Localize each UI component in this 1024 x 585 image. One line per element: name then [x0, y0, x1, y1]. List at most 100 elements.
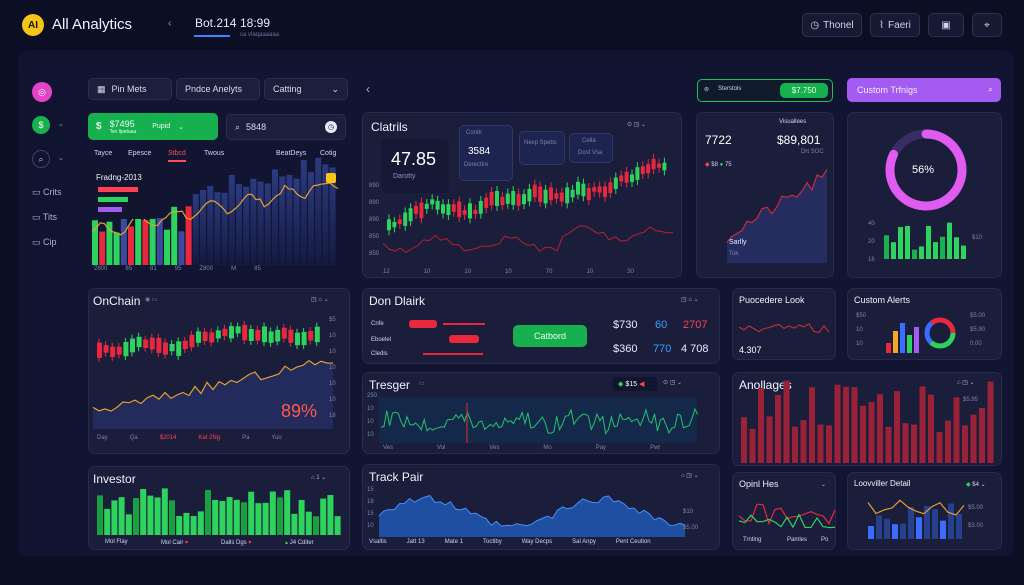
tab-stbcd[interactable]: Stbcd [168, 150, 186, 162]
row-slider-thumb[interactable] [449, 335, 479, 343]
tab-beatdeys[interactable]: BeatDeys [276, 150, 307, 157]
anollages-bar [851, 387, 858, 463]
anollages-bar [962, 425, 968, 463]
donut-value: 56% [912, 164, 935, 176]
chevron-down-icon[interactable]: ⌄ [58, 155, 64, 162]
value-search[interactable]: ⌕ 5848 ◷ [226, 114, 346, 140]
donut-bar [961, 245, 966, 259]
chevron-down-icon[interactable]: ⌄ [821, 482, 827, 488]
investor-label: J4 Cditer [289, 540, 314, 546]
candle [657, 163, 661, 168]
breadcrumb-bot[interactable]: Bot.214 [195, 16, 237, 30]
anollages-bar [936, 431, 943, 463]
search-icon[interactable]: ⌕ [32, 150, 50, 168]
donut-bar [912, 249, 917, 259]
alerts-left-axis: $50 10 10 [856, 313, 866, 347]
tab-twous[interactable]: Twous [204, 150, 225, 157]
clock-icon: ◷ [325, 121, 337, 133]
faeri-button[interactable]: ⌇ Faeri [870, 13, 920, 37]
lookville-bar [956, 514, 962, 539]
mini-card: Conib 3584 Derectire [459, 125, 513, 181]
cip-icon: ▭ [32, 237, 44, 247]
bag-button[interactable]: ▣ [928, 13, 964, 37]
panel-controls[interactable]: ⌂ ◳ ⌄ [681, 473, 699, 479]
candle [441, 204, 445, 214]
dollar-icon[interactable]: $ [32, 116, 50, 134]
vis-sub: Drt SOC [801, 149, 824, 155]
crits-icon: ▭ [32, 187, 44, 197]
candle [451, 204, 456, 212]
lookville-bar [884, 518, 890, 539]
vis-sub2: Tok [729, 251, 739, 257]
y-tick: 15 [367, 487, 374, 493]
vis-delta: ◆ $8 ● 75 [705, 162, 732, 168]
onchain-candle [262, 326, 267, 343]
candle [603, 186, 607, 197]
back-icon[interactable]: ‹ [168, 18, 172, 29]
investor-bar [313, 516, 319, 535]
nav-item-tits[interactable]: ▭ Tits [32, 212, 57, 223]
anollages-bar [783, 380, 790, 463]
panel-controls[interactable]: ◳ ⌂ ⌄ [311, 297, 329, 303]
onchain-candle [288, 329, 294, 343]
x-tick: Mate 1 [444, 539, 464, 545]
investor-bar [269, 491, 276, 535]
trackpair-right-axis: $10 $5.00 [683, 509, 698, 531]
x-tick: Jatt 13 [406, 539, 425, 545]
panel-title: Tresger [369, 378, 410, 392]
tab-tayce[interactable]: Tayce [94, 150, 113, 157]
nav-item-crits[interactable]: ▭ Crits [32, 187, 62, 198]
y-tick: $5 [329, 317, 336, 323]
onchain-candle [136, 336, 142, 348]
chart-icon: ⌇ [879, 19, 885, 31]
onchain-candle [268, 331, 274, 343]
nav-item-cip[interactable]: ▭ Cip [32, 237, 57, 248]
panel-controls[interactable]: ⌂ 1 ⌄ [311, 475, 327, 481]
panel-title: Clatrils [371, 120, 408, 134]
tab-cotig[interactable]: Cotig [320, 150, 337, 157]
home-icon[interactable]: ◎ [32, 82, 52, 102]
balance-widget[interactable]: $ $7495 Tex lipetuaa Pupid ⌄ [88, 113, 218, 140]
investor-bar [305, 511, 312, 535]
pndce-dropdown[interactable]: Pndce Anelyts [176, 78, 260, 100]
dash-panel: Don Dlairk ◳ ⌂ ⌄ Cnfe Eboelel Cledis Cat… [362, 288, 720, 364]
breadcrumb-time[interactable]: 18:99 [240, 16, 271, 30]
mini-title: Nexp Spebs [524, 140, 557, 146]
x-tick: 81 [150, 266, 157, 272]
tab-epesce[interactable]: Epesce [128, 150, 152, 157]
custom-search-input[interactable]: Custom Trfnigs ⌕ [847, 78, 1001, 102]
investor-bar [298, 500, 305, 535]
pin-button[interactable]: ⌖ [972, 13, 1002, 37]
area-chart [726, 169, 828, 263]
trading-bar [322, 164, 329, 265]
panel-controls[interactable]: ⊙ ◳ ⌄ [663, 380, 683, 386]
y-tick: 10 [329, 333, 336, 339]
anollages-bar [826, 425, 832, 463]
catbord-button[interactable]: Catbord [513, 325, 587, 347]
onchain-candle [275, 329, 281, 342]
panel-controls[interactable]: ⌂ ◳ ⌄ [957, 380, 975, 386]
status-widget[interactable]: ⊚ Sterstols $7.750 [697, 79, 833, 102]
candle [387, 219, 391, 231]
row-slider-thumb[interactable] [409, 320, 437, 328]
alert-bar [893, 331, 898, 353]
bag-icon: ▣ [941, 19, 951, 31]
balance-action: Pupid [152, 123, 171, 130]
x-tick: 85 [254, 266, 261, 272]
chevron-down-icon[interactable]: ⌄ [58, 121, 64, 128]
anollages-bar [766, 416, 773, 463]
trading-bar [286, 174, 293, 265]
catting-dropdown[interactable]: Catting ⌄ [264, 78, 348, 100]
pin-mets-dropdown[interactable]: ▦ Pin Mets [88, 78, 172, 100]
down-icon: ▾ [246, 540, 252, 546]
panel-title: OnChain [93, 294, 141, 308]
collapse-button[interactable]: ‹ [366, 82, 370, 96]
thonel-button[interactable]: ◷ Thonel [802, 13, 862, 37]
x-tick: 30 [627, 269, 634, 275]
x-tick: Ves [383, 445, 394, 451]
x-tick: Pent Ceution [615, 539, 651, 545]
panel-controls[interactable]: ◳ ⌂ ⌄ [681, 297, 699, 303]
alert-bar [900, 323, 905, 353]
panel-controls[interactable]: ⊙ ◳ ⌄ [627, 122, 647, 128]
onchain-candle [229, 326, 234, 339]
